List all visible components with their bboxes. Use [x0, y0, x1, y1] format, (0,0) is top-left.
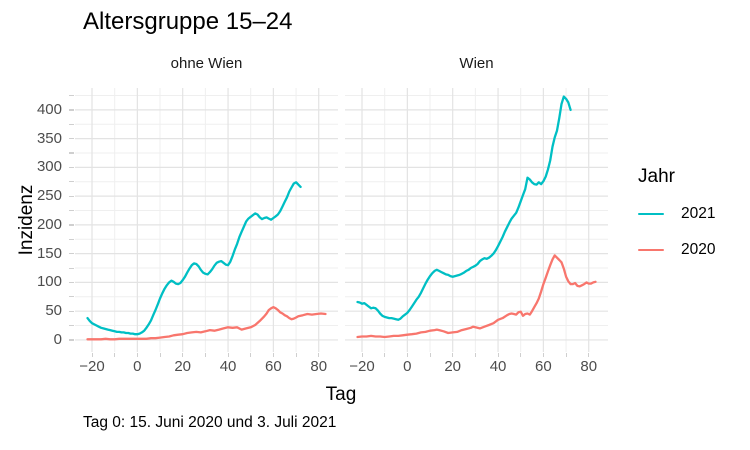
x-tick-mark — [114, 352, 116, 357]
x-tick-mark — [429, 352, 431, 357]
x-tick-label: −20 — [349, 358, 375, 375]
legend-item-2021: 2021 — [638, 204, 715, 224]
x-tick-label: 0 — [403, 358, 412, 375]
x-tick-label: 20 — [444, 358, 462, 375]
y-tick-mark — [69, 325, 74, 327]
y-tick-label: 350 — [36, 129, 62, 147]
y-tick-mark — [69, 310, 74, 312]
x-tick-label: 40 — [219, 358, 237, 375]
chart-title: Altersgruppe 15–24 — [83, 8, 293, 35]
x-tick-mark — [497, 352, 499, 357]
y-tick-mark — [69, 210, 74, 212]
plot-panel-ohne-wien — [75, 88, 338, 352]
x-tick-mark — [542, 352, 545, 357]
y-tick-mark — [69, 267, 74, 269]
y-tick-label: 300 — [36, 158, 62, 176]
series-line-2020-ohne-wien — [86, 305, 327, 341]
facet-label-wien: Wien — [459, 55, 494, 72]
x-tick-mark — [361, 352, 363, 357]
x-tick-mark — [250, 352, 252, 357]
y-tick-label: 150 — [36, 244, 62, 262]
y-tick-mark — [69, 123, 74, 125]
legend-label-2021: 2021 — [681, 205, 716, 222]
x-tick-label: 60 — [265, 358, 282, 375]
x-tick-label: 60 — [535, 358, 552, 375]
x-tick-mark — [272, 352, 275, 357]
x-tick-label: 80 — [580, 358, 598, 375]
legend: Jahr 2021 2020 — [638, 166, 715, 276]
y-tick-mark — [69, 109, 74, 111]
x-tick-mark — [318, 352, 320, 357]
x-tick-mark — [520, 352, 522, 357]
y-tick-mark — [69, 224, 74, 226]
y-tick-mark — [69, 339, 74, 341]
x-tick-mark — [295, 352, 297, 357]
x-tick-mark — [384, 352, 386, 357]
y-tick-mark — [69, 238, 74, 240]
y-tick-label: 0 — [53, 330, 62, 348]
x-tick-label: 40 — [489, 358, 507, 375]
x-tick-mark — [406, 352, 409, 357]
facet-label-ohne-wien: ohne Wien — [170, 55, 243, 72]
x-axis-title: Tag — [325, 384, 357, 405]
x-tick-label: 80 — [310, 358, 328, 375]
x-tick-label: 0 — [133, 358, 142, 375]
caption: Tag 0: 15. Juni 2020 und 3. Juli 2021 — [83, 414, 337, 431]
y-tick-mark — [69, 94, 74, 97]
x-tick-mark — [136, 352, 139, 357]
x-tick-label: −20 — [79, 358, 105, 375]
legend-label-2020: 2020 — [681, 241, 716, 258]
x-tick-mark — [227, 352, 229, 357]
y-tick-mark — [69, 195, 74, 197]
y-tick-mark — [69, 281, 74, 284]
y-tick-mark — [69, 181, 74, 183]
y-tick-mark — [69, 296, 74, 298]
y-tick-mark — [69, 166, 74, 169]
x-tick-mark — [204, 352, 207, 357]
legend-title: Jahr — [638, 166, 675, 187]
legend-key-line-2020 — [638, 248, 664, 252]
plot-panel-wien — [345, 88, 608, 352]
x-tick-mark — [474, 352, 477, 357]
series-line-2021-wien — [356, 95, 572, 321]
x-tick-mark — [565, 352, 567, 357]
x-tick-mark — [182, 352, 184, 357]
y-tick-mark — [69, 152, 74, 154]
y-tick-mark — [69, 253, 74, 255]
y-tick-label: 200 — [36, 215, 62, 233]
x-tick-mark — [452, 352, 454, 357]
y-tick-label: 250 — [36, 187, 62, 205]
series-line-2020-wien — [356, 254, 597, 339]
y-tick-label: 50 — [45, 302, 62, 320]
x-tick-mark — [91, 352, 93, 357]
y-tick-label: 100 — [36, 273, 62, 291]
y-tick-mark — [69, 138, 74, 140]
legend-item-2020: 2020 — [638, 240, 715, 260]
y-tick-label: 400 — [36, 100, 62, 118]
legend-key-line-2021 — [638, 212, 664, 216]
x-tick-mark — [159, 352, 161, 357]
series-line-2021-ohne-wien — [86, 181, 302, 336]
x-tick-label: 20 — [174, 358, 192, 375]
x-tick-mark — [588, 352, 590, 357]
